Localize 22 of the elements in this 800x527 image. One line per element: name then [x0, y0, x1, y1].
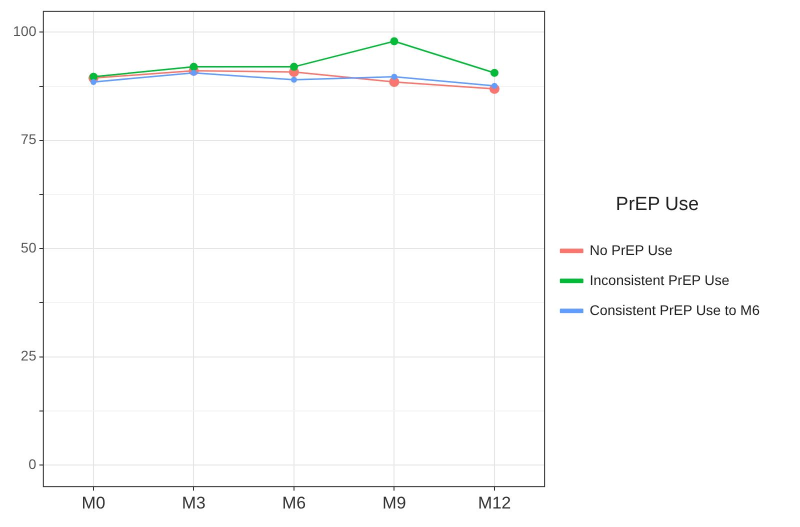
legend-label: Consistent PrEP Use to M6 — [590, 302, 760, 318]
legend-label: Inconsistent PrEP Use — [590, 272, 730, 288]
point — [290, 62, 298, 71]
x-tick-label: M3 — [182, 493, 206, 512]
y-tick-label: 75 — [20, 131, 37, 148]
y-tick-label: 0 — [28, 456, 37, 472]
point — [290, 76, 297, 83]
point — [391, 74, 398, 80]
x-tick-label: M0 — [82, 493, 106, 512]
point — [90, 78, 96, 85]
y-tick-label: 100 — [13, 23, 37, 40]
point — [190, 62, 198, 71]
x-tick-label: M9 — [382, 493, 406, 512]
legend-label: No PrEP Use — [590, 242, 673, 258]
x-tick-label: M6 — [282, 493, 306, 512]
y-tick-label: 25 — [20, 348, 37, 364]
x-tick-label: M12 — [478, 493, 512, 512]
point — [491, 82, 498, 89]
y-tick-label: 50 — [20, 239, 37, 256]
point — [390, 37, 398, 46]
legend-title: PrEP Use — [616, 194, 699, 215]
point — [490, 68, 498, 77]
